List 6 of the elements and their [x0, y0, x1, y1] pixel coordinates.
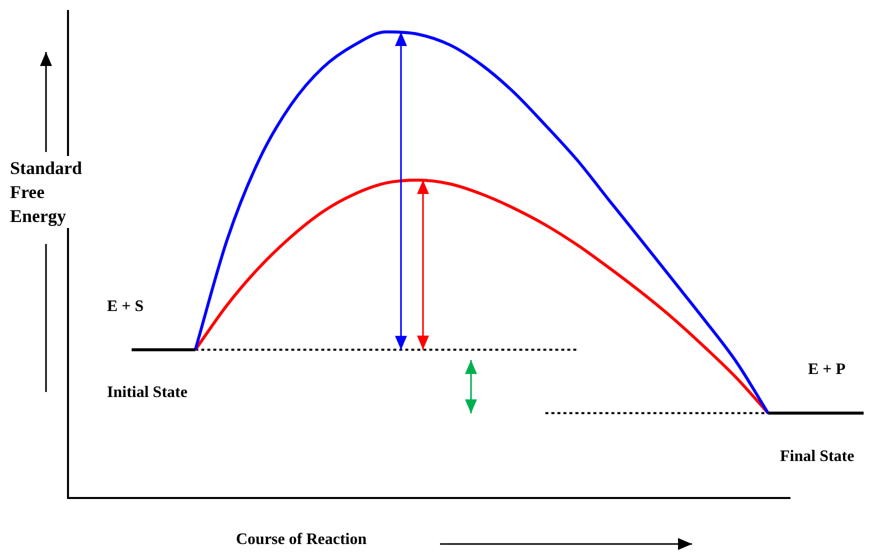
annotation: E + P — [808, 361, 846, 379]
annotation: Initial State — [107, 384, 188, 402]
y-axis-title: Standard Free Energy — [10, 156, 100, 228]
annotation: E + S — [107, 298, 144, 316]
x-axis-title: Course of Reaction — [236, 531, 367, 549]
annotation: Final State — [780, 448, 854, 466]
